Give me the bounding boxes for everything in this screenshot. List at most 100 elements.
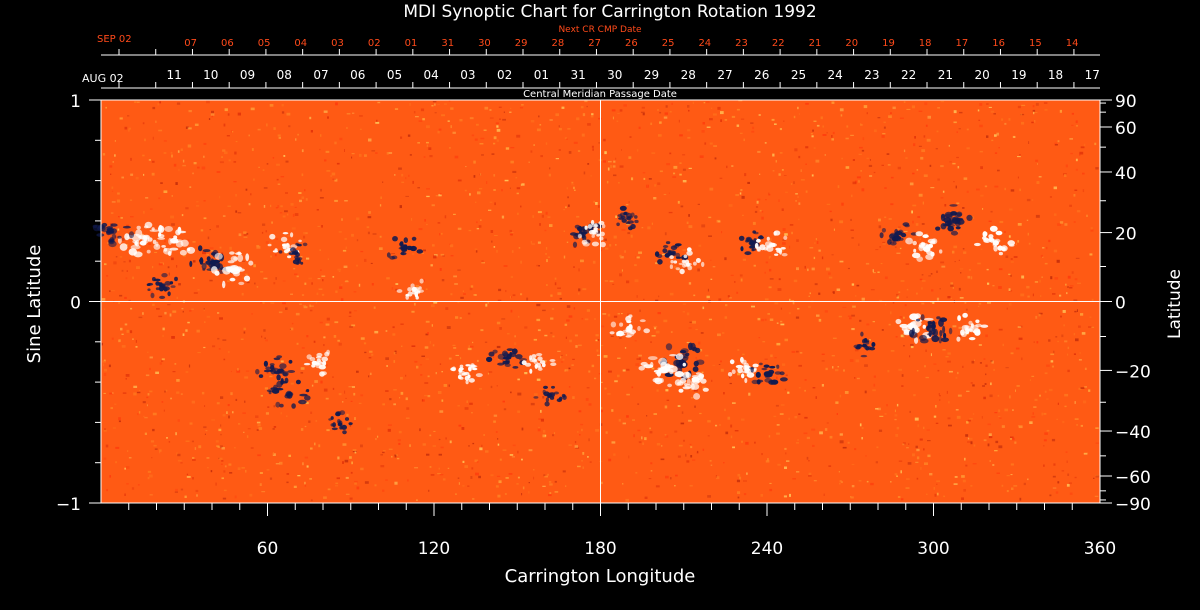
top-date-label: 04 bbox=[424, 68, 439, 82]
texture-speck bbox=[896, 295, 900, 299]
region-blob bbox=[962, 312, 968, 318]
texture-speck bbox=[1019, 188, 1021, 192]
texture-speck bbox=[965, 434, 969, 437]
region-blob bbox=[144, 221, 153, 229]
texture-speck bbox=[278, 134, 281, 137]
texture-speck bbox=[814, 242, 816, 244]
texture-speck bbox=[119, 294, 123, 297]
texture-speck bbox=[825, 367, 828, 371]
texture-speck bbox=[256, 421, 261, 424]
texture-speck bbox=[215, 440, 219, 443]
region-blob bbox=[678, 388, 684, 393]
region-blob bbox=[693, 261, 697, 266]
active-region-positive bbox=[577, 219, 606, 248]
texture-speck bbox=[197, 166, 200, 169]
texture-speck bbox=[323, 388, 328, 392]
texture-speck bbox=[1062, 310, 1066, 313]
texture-speck bbox=[876, 446, 879, 449]
region-blob bbox=[879, 232, 884, 239]
texture-speck bbox=[972, 463, 977, 465]
texture-speck bbox=[126, 483, 129, 485]
texture-speck bbox=[230, 370, 232, 373]
active-region-negative bbox=[92, 222, 135, 248]
region-blob bbox=[727, 372, 733, 377]
texture-speck bbox=[587, 123, 591, 126]
texture-speck bbox=[814, 283, 818, 286]
texture-speck bbox=[118, 301, 121, 304]
texture-speck bbox=[326, 317, 330, 321]
region-blob bbox=[781, 253, 788, 257]
texture-speck bbox=[462, 290, 464, 292]
texture-speck bbox=[249, 493, 253, 497]
texture-speck bbox=[997, 169, 1000, 172]
texture-speck bbox=[548, 494, 552, 497]
texture-speck bbox=[998, 415, 1001, 417]
texture-speck bbox=[429, 466, 432, 468]
region-blob bbox=[927, 333, 934, 336]
texture-speck bbox=[481, 262, 485, 264]
region-blob bbox=[229, 251, 235, 255]
texture-speck bbox=[668, 211, 673, 214]
texture-speck bbox=[434, 112, 437, 114]
texture-speck bbox=[1017, 105, 1021, 109]
texture-speck bbox=[266, 123, 268, 127]
texture-speck bbox=[325, 397, 329, 400]
texture-speck bbox=[304, 481, 306, 485]
texture-speck bbox=[364, 258, 367, 262]
region-blob bbox=[161, 273, 168, 278]
texture-speck bbox=[977, 305, 980, 308]
texture-speck bbox=[129, 199, 133, 201]
active-region-negative bbox=[266, 378, 311, 409]
texture-speck bbox=[288, 125, 291, 128]
region-blob bbox=[862, 344, 867, 347]
texture-speck bbox=[545, 142, 548, 145]
texture-speck bbox=[993, 113, 996, 115]
texture-speck bbox=[1075, 125, 1078, 127]
texture-speck bbox=[119, 117, 123, 120]
texture-speck bbox=[826, 422, 829, 424]
texture-speck bbox=[558, 128, 562, 131]
texture-speck bbox=[831, 138, 834, 141]
region-blob bbox=[769, 365, 776, 369]
texture-speck bbox=[301, 149, 304, 153]
texture-speck bbox=[873, 272, 876, 274]
texture-speck bbox=[354, 482, 357, 485]
texture-speck bbox=[656, 389, 659, 392]
texture-speck bbox=[568, 315, 573, 318]
texture-speck bbox=[291, 322, 294, 325]
texture-speck bbox=[227, 351, 230, 354]
texture-speck bbox=[466, 400, 468, 403]
region-blob bbox=[336, 413, 341, 416]
texture-speck bbox=[916, 169, 919, 171]
texture-speck bbox=[590, 115, 594, 118]
texture-speck bbox=[319, 249, 321, 251]
texture-speck bbox=[444, 103, 447, 105]
texture-speck bbox=[769, 488, 773, 492]
texture-speck bbox=[186, 476, 191, 478]
top-date-label: 30 bbox=[607, 68, 622, 82]
region-blob bbox=[258, 374, 264, 378]
region-blob bbox=[904, 329, 909, 333]
texture-speck bbox=[984, 185, 988, 188]
texture-speck bbox=[709, 187, 714, 191]
texture-speck bbox=[1031, 416, 1036, 418]
next-date-label: 24 bbox=[698, 38, 711, 49]
texture-speck bbox=[795, 193, 798, 195]
texture-speck bbox=[354, 480, 358, 483]
texture-speck bbox=[963, 177, 968, 180]
texture-speck bbox=[899, 247, 902, 250]
texture-speck bbox=[1069, 204, 1072, 207]
texture-speck bbox=[391, 253, 395, 254]
texture-speck bbox=[353, 291, 357, 293]
region-blob bbox=[741, 373, 745, 379]
texture-speck bbox=[595, 339, 598, 342]
texture-speck bbox=[732, 402, 736, 404]
active-region-positive bbox=[303, 349, 330, 377]
region-blob bbox=[648, 356, 658, 361]
texture-speck bbox=[929, 164, 932, 167]
texture-speck bbox=[177, 453, 181, 457]
texture-speck bbox=[418, 228, 423, 231]
texture-speck bbox=[724, 408, 726, 412]
texture-speck bbox=[754, 210, 758, 213]
texture-speck bbox=[178, 168, 180, 172]
